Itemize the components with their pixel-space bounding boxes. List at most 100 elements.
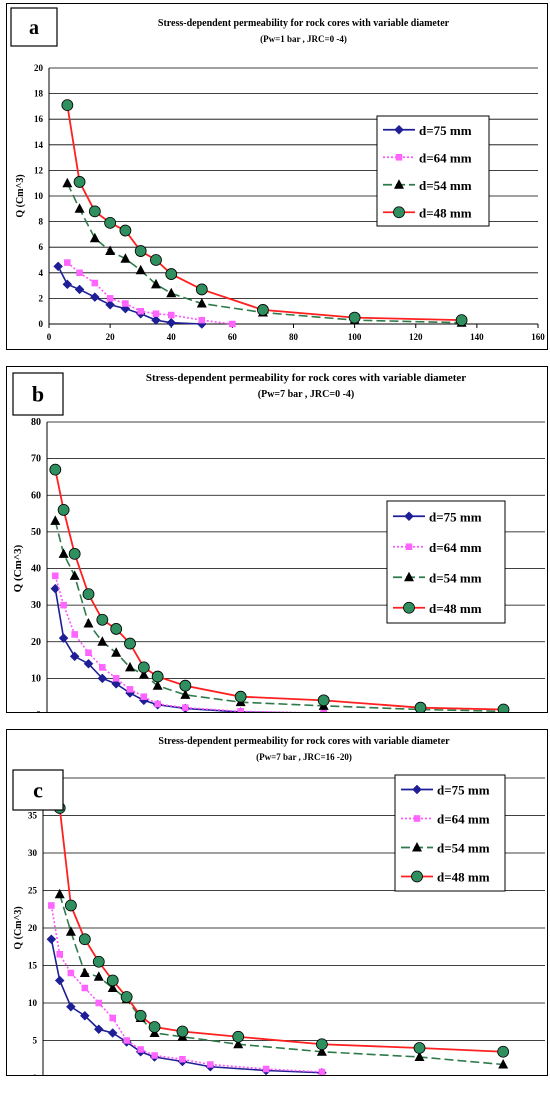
data-point [498,1059,509,1069]
y-tick-label: 10 [34,191,44,201]
data-point [497,703,510,712]
data-point [134,245,147,257]
data-point [151,1052,158,1059]
y-tick-label: 20 [31,637,41,648]
series-0 [53,261,207,329]
legend-label: d=64 mm [419,150,472,165]
data-point [320,709,327,712]
chart-a: Stress-dependent permeability for rock c… [10,7,545,342]
data-point [52,572,59,580]
data-point [60,601,67,609]
data-point [168,311,175,319]
data-point [83,617,94,628]
data-point [58,548,69,558]
data-point [64,899,77,912]
data-point [106,974,119,987]
x-tick-label: 80 [289,332,299,342]
y-tick-label: 40 [31,564,41,575]
legend-label: d=75 mm [429,509,482,524]
data-point [316,1046,327,1056]
chart-subtitle: (Pw=1 bar , JRC=0 -4) [260,34,347,44]
data-point [414,1051,425,1061]
legend-marker [411,870,423,883]
data-point [111,647,122,657]
series-line [50,905,322,1073]
data-point [166,317,177,328]
x-tick-label: 120 [409,332,423,342]
data-point [317,694,330,707]
data-point [179,679,192,692]
y-tick-label: 10 [28,998,38,1008]
data-point [54,888,65,899]
data-point [134,1009,147,1022]
x-tick-label: 140 [470,332,484,342]
legend-marker [403,601,415,614]
data-point [69,651,80,662]
data-point [126,686,134,693]
legend-marker [395,154,403,161]
y-tick-label: 18 [34,89,44,99]
y-tick-label: 5 [33,1036,38,1046]
data-point [135,264,146,275]
data-point [88,205,101,218]
data-point [119,224,132,237]
x-tick-label: 40 [167,332,177,342]
series-3 [49,463,510,712]
data-point [107,982,118,992]
data-point [195,283,208,296]
data-point [62,177,73,188]
data-point [179,1056,186,1063]
data-point [89,232,100,243]
data-point [497,1045,510,1058]
data-point [71,631,78,638]
data-point [137,1046,144,1053]
data-point [152,680,163,690]
panel-label-box [10,7,58,47]
chart-panel-b: Stress-dependent permeability for rock c… [6,366,548,713]
data-point [109,1014,116,1022]
data-point [54,975,65,986]
data-point [151,315,161,326]
data-point [262,1065,270,1073]
panel-label-text: b [32,382,44,407]
legend-label: d=64 mm [429,540,482,555]
data-point [69,570,80,580]
data-point [140,693,148,700]
data-point [99,664,106,671]
data-point [151,670,164,683]
data-point [50,515,61,525]
data-point [257,304,269,316]
data-point [97,636,108,646]
legend-label: d=64 mm [437,812,490,827]
data-point [105,245,116,256]
data-point [150,254,162,266]
data-point [414,701,427,712]
data-point [182,704,189,711]
series-1 [64,259,236,328]
data-point [79,967,90,977]
y-tick-label: 12 [34,165,44,175]
data-point [53,261,64,272]
data-point [123,1037,130,1044]
data-point [107,1028,118,1038]
legend-marker [394,124,404,135]
y-tick-label: 25 [28,886,38,896]
y-tick-label: 60 [31,490,41,501]
y-tick-label: 30 [31,600,41,611]
legend-label: d=48 mm [437,870,490,885]
data-point [196,298,207,308]
data-point [413,1042,426,1054]
y-tick-label: 16 [34,114,44,124]
data-point [318,1068,326,1075]
series-line [54,469,504,711]
data-point [150,278,161,289]
x-tick-label: 0 [47,332,52,342]
legend-label: d=48 mm [429,601,482,616]
legend-marker [393,206,405,219]
data-point [73,176,86,188]
data-point [232,1030,245,1043]
data-point [85,649,92,656]
series-0 [46,934,327,1075]
data-point [97,673,108,684]
data-point [50,583,61,594]
